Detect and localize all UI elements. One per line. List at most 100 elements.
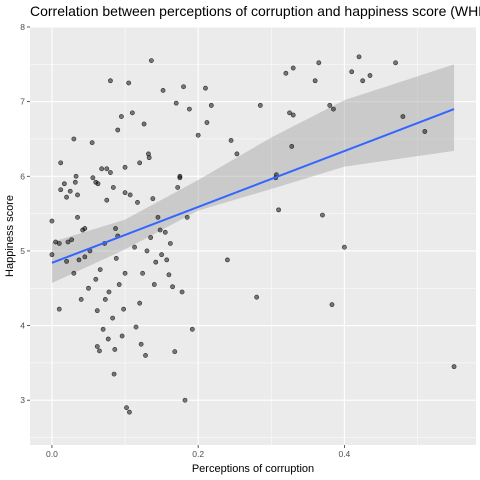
data-point [150, 196, 156, 202]
y-tick-label: 8 [20, 22, 25, 32]
data-point [111, 371, 117, 377]
data-point [195, 132, 201, 138]
data-point [234, 151, 240, 157]
data-point [137, 160, 143, 166]
data-point [126, 80, 132, 86]
confidence-band [51, 64, 455, 284]
data-point [167, 241, 173, 246]
data-point [100, 326, 106, 332]
data-point [61, 181, 67, 187]
data-point [148, 235, 154, 240]
data-point [289, 144, 295, 149]
data-point [164, 257, 170, 263]
data-point [356, 54, 362, 60]
data-point [148, 58, 154, 63]
y-tick-label: 7 [20, 97, 25, 107]
data-point [49, 252, 55, 258]
data-point [93, 276, 99, 282]
data-point [208, 102, 214, 108]
data-point [331, 106, 336, 112]
data-point [153, 259, 159, 265]
plot-panel [30, 27, 476, 445]
data-point [64, 194, 69, 200]
data-point [121, 306, 126, 312]
trend-line [51, 108, 455, 264]
data-point [124, 405, 129, 411]
data-point [89, 140, 95, 146]
data-point [116, 282, 122, 287]
data-point [287, 110, 292, 116]
data-point [177, 173, 183, 179]
data-point [71, 136, 77, 142]
data-point [133, 324, 139, 330]
data-point [104, 197, 110, 203]
chart-title: Correlation between perceptions of corru… [30, 3, 480, 19]
data-point [155, 214, 161, 220]
data-point [90, 175, 96, 181]
y-tick-label: 6 [20, 171, 25, 181]
data-point [67, 188, 73, 194]
y-axis-label: Happiness score [4, 195, 16, 277]
data-point [451, 364, 457, 370]
data-point [341, 244, 347, 250]
data-point [182, 397, 188, 403]
data-point [112, 347, 118, 352]
data-point [56, 241, 62, 246]
data-point [312, 78, 318, 84]
data-point [110, 185, 116, 190]
data-point [122, 270, 128, 276]
data-point [290, 112, 296, 118]
y-ticks: 3 4 5 6 7 8 [20, 22, 30, 405]
data-point [49, 218, 55, 224]
grid-minor [30, 27, 476, 445]
data-point [170, 284, 175, 290]
data-point [327, 102, 333, 108]
data-point [76, 257, 82, 263]
x-axis-label: Perceptions of corruption [192, 463, 314, 475]
data-point [175, 185, 181, 190]
data-point [56, 306, 62, 312]
data-point [132, 244, 137, 250]
data-point [94, 344, 100, 349]
data-point [186, 106, 192, 112]
data-points [49, 54, 457, 415]
data-point [71, 270, 77, 276]
data-point [172, 349, 178, 355]
data-point [127, 409, 132, 415]
data-point [104, 166, 110, 172]
data-point [65, 239, 71, 245]
data-point [113, 226, 118, 231]
data-point [118, 114, 124, 119]
data-point [422, 129, 428, 134]
x-tick-label: 0.2 [192, 449, 204, 459]
data-point [276, 207, 281, 213]
data-point [290, 65, 296, 71]
x-tick-label: 0.0 [46, 449, 58, 459]
data-point [58, 160, 64, 166]
data-point [108, 170, 113, 175]
data-point [204, 120, 210, 125]
trend-line-group [51, 108, 455, 264]
data-point [189, 326, 195, 332]
data-point [97, 267, 103, 272]
data-point [95, 181, 101, 187]
data-point [254, 294, 260, 300]
data-point [75, 214, 80, 220]
data-point [349, 69, 355, 75]
data-point [160, 88, 166, 93]
data-point [257, 102, 263, 108]
data-point [86, 285, 91, 291]
data-point [138, 341, 144, 347]
data-point [119, 333, 125, 339]
data-point [360, 78, 366, 84]
data-point [137, 300, 143, 306]
data-point [108, 78, 113, 84]
data-point [228, 138, 234, 143]
data-point [105, 336, 111, 342]
x-tick-label: 0.4 [338, 449, 350, 459]
data-point [143, 353, 148, 358]
data-point [159, 252, 165, 258]
data-point [393, 60, 398, 66]
data-point [75, 192, 80, 198]
